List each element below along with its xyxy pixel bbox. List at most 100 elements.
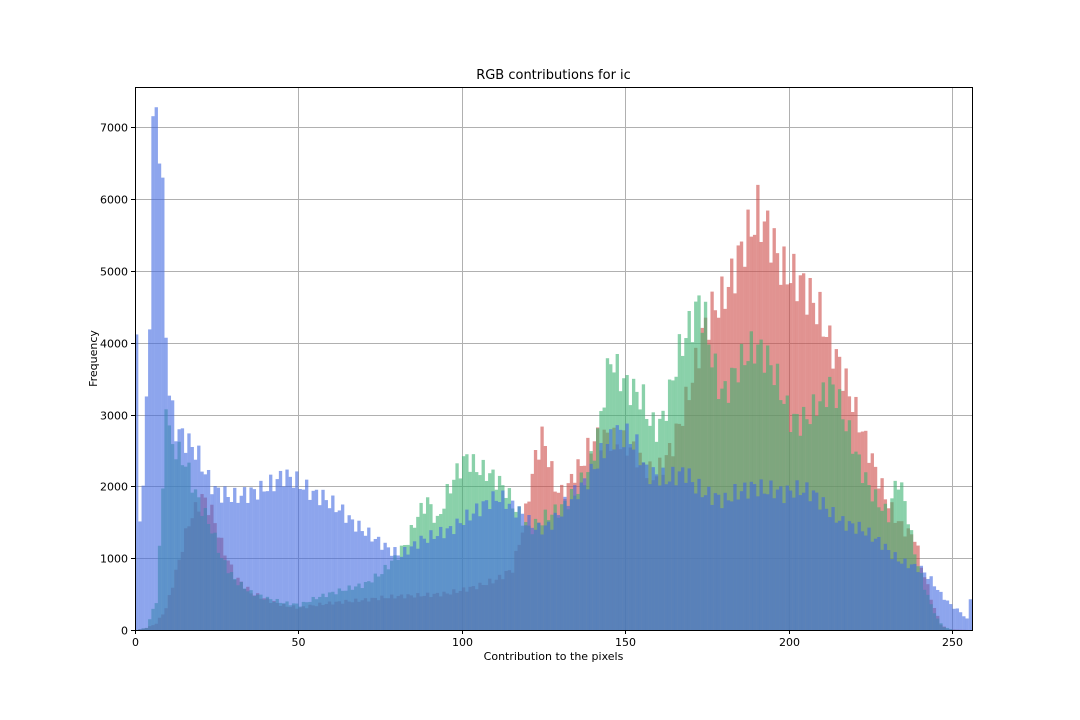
histogram-bar — [900, 482, 904, 630]
histogram-bar — [586, 489, 590, 630]
histogram-bar — [622, 447, 626, 630]
histogram-bar — [432, 538, 436, 630]
histogram-bar — [798, 495, 803, 630]
histogram-bar — [357, 520, 361, 630]
histogram-bar — [703, 301, 708, 630]
histogram-bar — [664, 484, 668, 630]
histogram-bar — [766, 345, 770, 630]
histogram-bar — [406, 554, 410, 630]
histogram-bar — [193, 459, 198, 630]
histogram-bar — [769, 480, 773, 630]
histogram-bar — [743, 482, 747, 630]
histogram-bar — [831, 507, 835, 630]
histogram-bar — [870, 541, 874, 630]
histogram-bar — [687, 468, 691, 630]
histogram-bar — [291, 487, 296, 630]
histogram-bar — [677, 471, 682, 630]
histogram-bar — [697, 478, 701, 630]
histogram-bar — [720, 508, 724, 630]
histogram-bar — [674, 485, 678, 630]
histogram-bar — [893, 552, 897, 630]
histogram-bar — [834, 522, 838, 630]
histogram-bar — [955, 608, 959, 630]
histogram-bar — [834, 408, 838, 630]
histogram-bar — [681, 467, 685, 630]
x-tick-label: 50 — [292, 636, 306, 649]
histogram-bar — [164, 337, 168, 630]
histogram-bar — [311, 490, 315, 630]
y-tick-label: 2000 — [100, 481, 128, 494]
histogram-bar — [909, 564, 914, 630]
histogram-bar — [174, 441, 178, 630]
histogram-bar — [484, 500, 489, 630]
y-tick-label: 6000 — [100, 194, 128, 207]
histogram-bar — [596, 468, 600, 630]
histogram-bar — [288, 476, 292, 630]
histogram-bar — [141, 485, 145, 630]
histogram-bar — [851, 523, 855, 630]
histogram-bar — [517, 506, 521, 630]
histogram-bar — [200, 471, 204, 630]
histogram-bar — [939, 591, 943, 630]
histogram-bar — [546, 521, 551, 630]
histogram-bar — [733, 484, 737, 630]
histogram-bar — [520, 513, 525, 630]
histogram-bar — [282, 486, 286, 630]
histogram-bar — [321, 489, 325, 630]
histogram-bar — [792, 497, 796, 630]
histogram-bar — [749, 331, 753, 630]
histogram-bar — [530, 527, 534, 630]
histogram-bar — [919, 565, 924, 630]
histogram-bar — [229, 501, 234, 630]
histogram-bar — [540, 534, 544, 630]
histogram-bar — [772, 498, 776, 630]
x-axis-ticks: 0 50 100 150 200 250 — [132, 630, 963, 649]
series-2 — [135, 107, 973, 631]
histogram-bar — [223, 486, 227, 630]
histogram-bar — [148, 329, 152, 630]
histogram-bar — [618, 429, 623, 630]
histogram-bar — [782, 503, 786, 630]
y-tick-label: 0 — [121, 625, 128, 638]
histogram-bar — [197, 445, 201, 630]
histogram-bar — [177, 429, 181, 630]
histogram-bar — [815, 492, 819, 630]
histogram-bar — [860, 531, 865, 630]
histogram-bar — [144, 396, 149, 630]
histogram-bar — [255, 499, 260, 630]
histogram-bar — [936, 589, 940, 630]
histogram-bar — [609, 429, 613, 630]
histogram-bar — [576, 499, 580, 630]
histogram-bar — [566, 505, 570, 630]
histogram-bar — [824, 508, 829, 630]
y-tick-label: 5000 — [100, 266, 128, 279]
histogram-bar — [458, 523, 463, 630]
histogram-bar — [386, 547, 391, 630]
histogram-bar — [154, 107, 158, 631]
histogram-bar — [903, 558, 907, 630]
y-tick-label: 7000 — [100, 122, 128, 135]
histogram-bar — [383, 542, 387, 630]
histogram-bar — [582, 478, 587, 630]
histogram-bar — [837, 389, 842, 630]
histogram-bar — [180, 428, 185, 630]
x-axis-label: Contribution to the pixels — [484, 650, 624, 663]
histogram-bar — [425, 542, 430, 630]
histogram-bar — [752, 484, 757, 630]
histogram-bar — [553, 512, 557, 630]
histogram-bar — [556, 515, 561, 630]
y-tick-label: 3000 — [100, 410, 128, 423]
histogram-bar — [628, 444, 633, 630]
histogram-bar — [569, 499, 574, 630]
histogram-bar — [301, 489, 306, 630]
histogram-bar — [550, 529, 554, 630]
histogram-bar — [756, 496, 760, 630]
histogram-bar — [278, 470, 283, 630]
histogram-bar — [344, 522, 348, 630]
histogram-bar — [651, 467, 655, 630]
histogram-bar — [445, 528, 449, 630]
histogram-bar — [739, 491, 744, 630]
histogram-bar — [439, 526, 443, 630]
histogram-bar — [726, 500, 731, 630]
histogram-bar — [399, 556, 404, 630]
